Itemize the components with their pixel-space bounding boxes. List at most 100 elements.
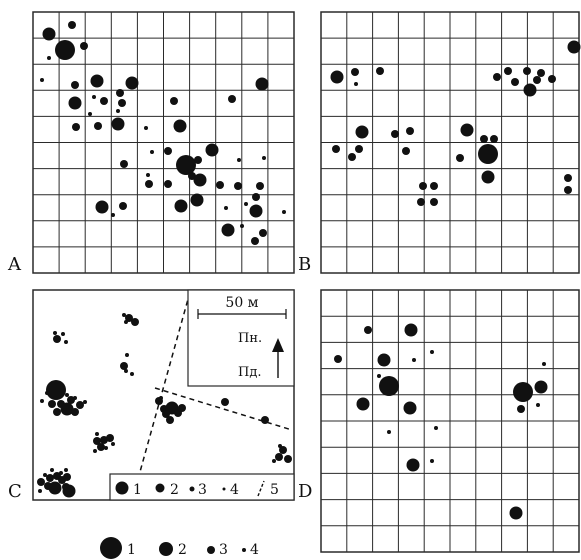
point-marker (100, 97, 108, 105)
point-marker (284, 455, 292, 463)
point-marker (46, 380, 66, 400)
point-marker (104, 446, 108, 450)
point-marker (65, 393, 69, 397)
point-marker (125, 314, 133, 322)
point-marker (131, 318, 139, 326)
point-marker (278, 444, 282, 448)
point-marker (40, 399, 44, 403)
panel-d-grid (320, 289, 580, 553)
point-marker (251, 237, 259, 245)
legend-large-dot (100, 537, 122, 559)
point-marker (122, 313, 126, 317)
point-marker (430, 459, 434, 463)
point-marker (120, 160, 128, 168)
point-marker (68, 21, 76, 29)
point-marker (348, 153, 356, 161)
legend-dashed-line (257, 480, 265, 497)
point-marker (412, 358, 416, 362)
point-marker (178, 404, 186, 412)
point-marker (244, 202, 248, 206)
point-marker (252, 193, 260, 201)
point-marker (511, 78, 519, 86)
point-marker (73, 396, 77, 400)
point-marker (279, 446, 287, 454)
point-marker (53, 408, 61, 416)
point-marker (64, 468, 68, 472)
point-marker (53, 335, 61, 343)
point-marker (205, 143, 219, 157)
point-marker (534, 380, 548, 394)
point-marker (481, 170, 495, 184)
point-marker (379, 376, 399, 396)
point-marker (38, 489, 42, 493)
point-marker (119, 202, 127, 210)
panel-b-grid (320, 11, 580, 274)
point-marker (42, 27, 56, 41)
point-marker (95, 200, 109, 214)
point-marker (430, 350, 434, 354)
legend-label: 4 (250, 542, 259, 558)
point-marker (166, 416, 174, 424)
point-marker (460, 123, 474, 137)
point-marker (146, 173, 150, 177)
legend-tiny-dot (222, 487, 226, 491)
point-marker (224, 206, 228, 210)
point-marker (47, 56, 51, 60)
point-marker (88, 112, 92, 116)
point-marker (37, 478, 45, 486)
scale-inset (187, 289, 295, 387)
point-marker (40, 78, 44, 82)
point-marker (164, 147, 172, 155)
legend-label: 3 (198, 482, 207, 498)
point-marker (46, 474, 54, 482)
point-marker (533, 76, 541, 84)
point-marker (234, 182, 242, 190)
point-marker (61, 332, 65, 336)
point-marker (391, 130, 399, 138)
point-marker (120, 362, 128, 370)
point-marker (456, 154, 464, 162)
point-marker (478, 144, 498, 164)
point-marker (150, 150, 154, 154)
point-marker (430, 182, 438, 190)
point-marker (332, 145, 340, 153)
point-marker (404, 323, 418, 337)
point-marker (480, 135, 488, 143)
point-marker (406, 127, 414, 135)
point-marker (125, 353, 129, 357)
panel-c-boundary-line (132, 291, 191, 498)
point-marker (76, 401, 84, 409)
point-marker (406, 458, 420, 472)
point-marker (55, 40, 75, 60)
point-marker (355, 125, 369, 139)
scale-bar-text: 50 м (225, 295, 258, 311)
legend-label: 2 (178, 542, 187, 558)
point-marker (261, 416, 269, 424)
point-marker (564, 186, 572, 194)
legend-label: 2 (170, 482, 179, 498)
panel-c-legend (109, 473, 295, 501)
point-marker (523, 67, 531, 75)
point-marker (240, 224, 244, 228)
point-marker (387, 430, 391, 434)
point-marker (517, 405, 525, 413)
south-label: Пд. (238, 365, 261, 380)
point-marker (48, 400, 56, 408)
point-marker (111, 442, 115, 446)
panel-c-boundary-line (154, 387, 293, 431)
point-marker (564, 174, 572, 182)
panel-a-points (40, 21, 286, 245)
point-marker (403, 401, 417, 415)
point-marker (356, 397, 370, 411)
point-marker (377, 353, 391, 367)
point-marker (237, 158, 241, 162)
point-marker (97, 443, 105, 451)
point-marker (118, 99, 126, 107)
point-marker (330, 70, 344, 84)
legend-label: 1 (127, 542, 136, 558)
point-marker (354, 82, 358, 86)
point-marker (430, 198, 438, 206)
point-marker (259, 229, 267, 237)
point-marker (351, 68, 359, 76)
